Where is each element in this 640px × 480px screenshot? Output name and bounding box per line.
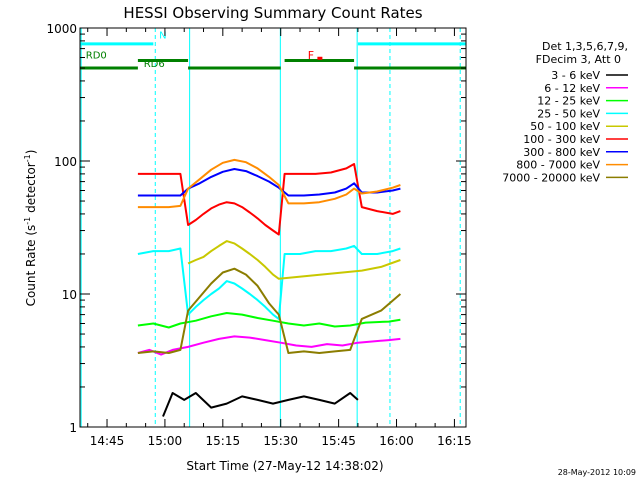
legend-label-0: 3 - 6 keV <box>551 69 600 82</box>
legend: Det 1,3,5,6,7,9, FDecim 3, Att 0 3 - 6 k… <box>502 40 628 184</box>
plot-frame <box>79 27 467 428</box>
y-tick-label-2: 100 <box>54 155 77 169</box>
x-tick-label-2: 15:15 <box>206 434 241 448</box>
x-tick-label-3: 15:30 <box>263 434 298 448</box>
y-axis-label-end: ) <box>24 150 38 155</box>
series-line-8 <box>137 267 402 354</box>
series-line-7 <box>137 158 401 209</box>
x-tick-label-4: 15:45 <box>321 434 356 448</box>
series-line-1 <box>137 335 401 356</box>
y-tick-label-3: 1000 <box>46 22 77 36</box>
axis-ticks: 14:45 15:00 15:15 15:30 15:45 16:00 16:15 1 10 10… <box>46 22 471 448</box>
legend-label-6: 300 - 800 keV <box>523 146 600 159</box>
legend-label-1: 6 - 12 keV <box>544 82 600 95</box>
state-bar-label-rd0: RD0 <box>86 51 107 62</box>
series-line-2 <box>137 312 401 329</box>
vertical-markers <box>80 28 461 427</box>
legend-header-1: Det 1,3,5,6,7,9, <box>542 40 628 53</box>
y-axis-label-mid: detector <box>24 162 38 217</box>
legend-label-7: 800 - 7000 keV <box>516 159 600 172</box>
x-tick-label-1: 15:00 <box>148 434 183 448</box>
legend-label-4: 50 - 100 keV <box>530 120 600 133</box>
series-line-5 <box>137 163 401 236</box>
chart-title: HESSI Observing Summary Count Rates <box>123 4 422 22</box>
series-line-4 <box>187 240 401 280</box>
flare-marker <box>317 56 323 60</box>
series-line-3 <box>137 244 401 320</box>
x-axis-label: Start Time (27-May-12 14:38:02) <box>186 459 383 473</box>
state-bar-label-n: N <box>159 31 166 42</box>
legend-label-5: 100 - 300 keV <box>523 133 600 146</box>
y-tick-label-0: 1 <box>69 421 77 435</box>
state-bar-label-f: F <box>308 49 314 62</box>
series-line-0 <box>162 392 359 417</box>
state-bar-label-rd6: RD6 <box>144 59 165 70</box>
series-line-6 <box>137 168 401 197</box>
y-axis-label-sup2: -1 <box>23 154 32 162</box>
legend-label-3: 25 - 50 keV <box>537 107 600 120</box>
y-axis-label-sup1: -1 <box>23 217 32 225</box>
y-tick-label-1: 10 <box>62 288 77 302</box>
x-tick-label-5: 16:00 <box>379 434 414 448</box>
legend-header-2: FDecim 3, Att 0 <box>536 53 621 66</box>
series-lines <box>137 158 402 417</box>
legend-label-8: 7000 - 20000 keV <box>502 171 600 184</box>
state-bars: RD0 RD6 N F <box>80 31 466 70</box>
x-tick-label-6: 16:15 <box>437 434 472 448</box>
y-axis-label-main: Count Rate (s <box>24 225 38 307</box>
legend-label-2: 12 - 25 keV <box>537 95 600 108</box>
x-tick-label-0: 14:45 <box>90 434 125 448</box>
timestamp: 28-May-2012 10:09 <box>558 468 636 477</box>
y-axis-label: Count Rate (s-1 detector-1) <box>23 150 38 307</box>
